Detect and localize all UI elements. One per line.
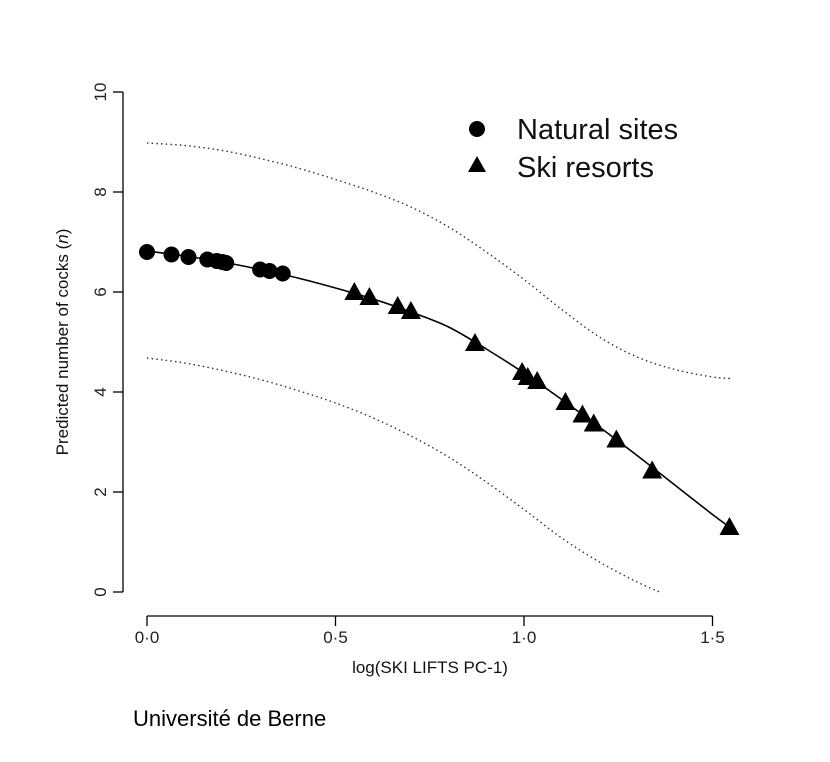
- chart: 0 2 4 6 8 10 0·0 0·5 1·0 1·5 log(SKI LIFTS PC-1)…: [53, 83, 740, 677]
- y-tick-label: 2: [91, 487, 110, 496]
- ski-resort-point: [719, 517, 740, 535]
- y-tick-label: 4: [91, 387, 110, 396]
- legend-label-natural-sites: Natural sites: [517, 114, 678, 146]
- y-tick-label: 6: [91, 287, 110, 296]
- ski-resort-point: [387, 296, 408, 314]
- confidence-bands: [146, 142, 732, 593]
- ski-resort-point: [583, 413, 604, 432]
- y-axis-title-end: ): [53, 229, 72, 235]
- ski-resort-point: [555, 392, 576, 410]
- confidence-lower-line: [146, 357, 661, 593]
- natural-site-point: [180, 249, 197, 265]
- ski-resort-point: [642, 460, 663, 479]
- y-tick-label: 0: [91, 587, 110, 596]
- data-points: [139, 244, 740, 535]
- y-ticks: 0 2 4 6 8 10: [91, 83, 123, 597]
- natural-site-point: [274, 265, 291, 282]
- legend-label-ski-resorts: Ski resorts: [517, 152, 654, 184]
- x-ticks: 0·0 0·5 1·0 1·5: [135, 616, 725, 647]
- confidence-upper-line: [146, 142, 732, 380]
- x-axis-title: log(SKI LIFTS PC-1): [352, 658, 508, 677]
- natural-site-point: [139, 244, 155, 260]
- ski-resort-point: [527, 371, 548, 389]
- legend-circle-marker: [469, 121, 485, 137]
- x-tick-label: 1·5: [700, 628, 725, 647]
- x-tick-label: 1·0: [512, 628, 537, 647]
- y-tick-label: 10: [91, 83, 110, 102]
- ski-resort-point: [344, 282, 365, 300]
- y-axis-title-italic: n: [53, 234, 72, 243]
- ski-resort-point: [464, 333, 485, 351]
- fitted-curve: [146, 250, 730, 528]
- x-tick-label: 0·0: [135, 628, 160, 647]
- ski-resort-point: [400, 301, 421, 319]
- ski-resort-point: [359, 287, 380, 305]
- legend-triangle-marker: [468, 156, 486, 172]
- y-axis-title-main: Predicted number of cocks (: [53, 243, 72, 455]
- natural-site-point: [218, 255, 235, 271]
- natural-site-point: [261, 263, 278, 279]
- credit-text: Université de Berne: [133, 706, 327, 731]
- axes: [122, 92, 713, 617]
- y-axis-title: Predicted number of cocks (n): [53, 229, 72, 456]
- ski-resort-point: [606, 429, 627, 448]
- natural-site-point: [163, 246, 180, 263]
- ski-resort-point: [572, 404, 593, 423]
- x-tick-label: 0·5: [323, 628, 348, 647]
- legend: Natural sites Ski resorts: [468, 114, 678, 184]
- y-tick-label: 8: [91, 187, 110, 196]
